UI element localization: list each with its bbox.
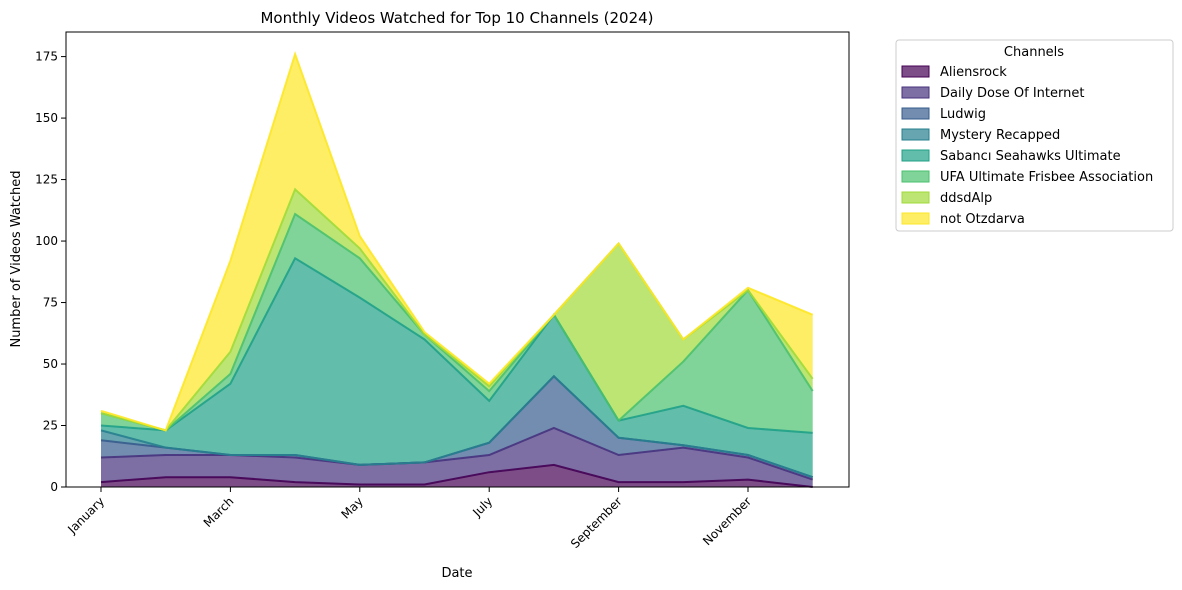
legend-label-2: Ludwig <box>940 107 986 122</box>
legend-title: Channels <box>1004 45 1064 60</box>
legend: Channels Aliensrock Daily Dose Of Interne… <box>895 39 1174 232</box>
legend-swatch-6 <box>901 191 930 204</box>
legend-box <box>895 39 1174 232</box>
area-edge-0 <box>100 463 813 488</box>
legend-label-7: not Otzdarva <box>940 212 1025 227</box>
y-tick-label-7: 175 <box>35 50 58 64</box>
legend-label-4: Sabancı Seahawks Ultimate <box>940 149 1121 164</box>
y-tick-label-3: 75 <box>43 296 58 310</box>
plot-frame <box>65 31 850 488</box>
legend-label-5: UFA Ultimate Frisbee Association <box>940 170 1153 185</box>
area-edge-1 <box>100 426 814 481</box>
x-tick-label-3: July <box>469 494 495 520</box>
chart-title: Monthly Videos Watched for Top 10 Channe… <box>260 9 653 27</box>
x-tick-label-2: May <box>338 494 365 521</box>
area-edge-5 <box>100 212 814 432</box>
y-axis: 0 25 50 75 100 125 150 175 <box>35 50 66 494</box>
legend-swatch-7 <box>901 212 930 225</box>
area-4 <box>101 258 813 478</box>
x-tick-label-5: November <box>700 494 754 548</box>
legend-swatch-4 <box>901 149 930 162</box>
legend-swatch-5 <box>901 170 930 183</box>
y-tick-label-1: 25 <box>43 419 58 433</box>
area-edge-3 <box>100 374 814 479</box>
y-tick-label-4: 100 <box>35 234 58 248</box>
area-7 <box>101 54 813 431</box>
area-edge-4 <box>100 256 813 434</box>
series-lines <box>100 50 814 488</box>
legend-label-1: Daily Dose Of Internet <box>940 86 1084 101</box>
area-6 <box>101 189 813 431</box>
y-axis-label: Number of Videos Watched <box>9 170 24 347</box>
area-5 <box>101 214 813 433</box>
x-tick-label-0: January <box>64 494 107 537</box>
area-1 <box>101 428 813 487</box>
x-axis-label: Date <box>441 566 472 581</box>
area-edge-7 <box>100 50 814 432</box>
legend-swatch-0 <box>901 65 930 78</box>
x-axis: January March May July September November <box>64 487 754 551</box>
legend-label-3: Mystery Recapped <box>940 128 1060 143</box>
y-tick-label-6: 150 <box>35 111 58 125</box>
y-tick-label-2: 50 <box>43 357 58 371</box>
x-tick-label-4: September <box>568 494 625 551</box>
y-tick-label-0: 0 <box>50 480 58 494</box>
y-tick-label-5: 125 <box>35 173 58 187</box>
legend-label-6: ddsdAlp <box>940 191 992 206</box>
legend-swatch-3 <box>901 128 930 141</box>
legend-swatch-1 <box>901 86 930 99</box>
legend-swatch-2 <box>901 107 930 120</box>
legend-label-0: Aliensrock <box>940 65 1007 80</box>
x-tick-label-1: March <box>201 494 237 530</box>
series-areas <box>101 54 813 487</box>
